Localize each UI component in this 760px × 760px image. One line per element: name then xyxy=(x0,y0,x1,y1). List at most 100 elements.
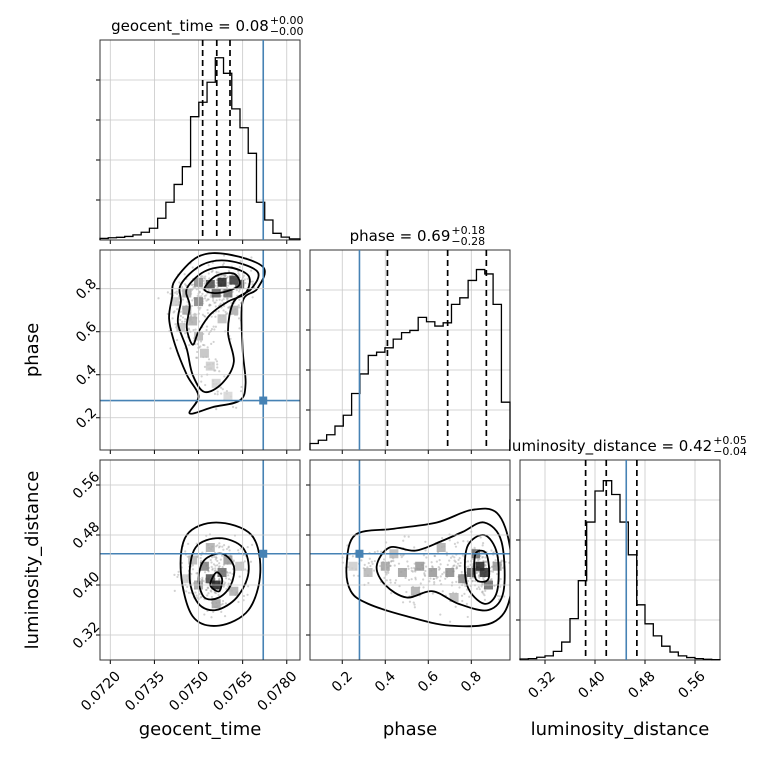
sample-point xyxy=(208,303,211,306)
sample-point xyxy=(217,566,220,569)
sample-point xyxy=(200,294,203,298)
sample-point xyxy=(424,549,427,552)
sample-point xyxy=(214,569,217,572)
sample-point xyxy=(203,344,206,347)
title-luminosity-distance: luminosity_distance = 0.42 +0.05−0.04 xyxy=(508,434,747,458)
sample-point xyxy=(195,313,198,316)
sample-point xyxy=(393,564,396,567)
density-cell xyxy=(410,586,420,596)
sample-point xyxy=(217,271,220,274)
sample-point xyxy=(203,297,207,300)
sample-point xyxy=(183,273,186,276)
sample-point xyxy=(186,585,189,588)
sample-point xyxy=(492,551,495,554)
sample-point xyxy=(215,299,218,302)
sample-point xyxy=(179,314,183,318)
sample-point xyxy=(478,557,481,561)
sample-point xyxy=(238,265,241,269)
sample-point xyxy=(181,298,185,301)
sample-point xyxy=(223,375,226,378)
sample-point xyxy=(490,549,493,552)
sample-point xyxy=(216,559,219,563)
sample-point xyxy=(213,555,216,559)
sample-point xyxy=(405,590,408,594)
sample-point xyxy=(211,269,214,272)
sample-point xyxy=(218,542,221,545)
sample-point xyxy=(187,542,190,545)
sample-point xyxy=(494,559,497,562)
sample-point xyxy=(171,317,174,320)
sample-point xyxy=(460,570,463,574)
sample-point xyxy=(206,586,209,589)
sample-point xyxy=(410,569,413,572)
histogram-step-luminosity-distance xyxy=(519,480,721,661)
sample-point xyxy=(221,274,224,277)
sample-point xyxy=(407,578,411,582)
sample-point xyxy=(169,347,172,350)
sample-point xyxy=(398,585,401,588)
sample-point xyxy=(428,580,431,583)
sample-point xyxy=(210,342,213,345)
sample-point xyxy=(226,571,229,574)
sample-point xyxy=(224,274,227,277)
sample-point xyxy=(366,566,369,569)
sample-point xyxy=(198,308,201,311)
sample-point xyxy=(177,573,180,576)
sample-point xyxy=(238,306,241,309)
sample-point xyxy=(497,598,501,601)
sample-point xyxy=(464,584,467,588)
sample-point xyxy=(477,559,480,562)
sample-point xyxy=(437,565,440,569)
sample-point xyxy=(483,598,487,601)
sample-point xyxy=(422,586,425,589)
sample-point xyxy=(461,554,464,557)
density-cell xyxy=(217,277,227,287)
density-cell xyxy=(182,305,192,315)
sample-point xyxy=(218,565,221,568)
sample-point xyxy=(432,577,435,581)
sample-point xyxy=(419,582,422,585)
sample-point xyxy=(481,590,484,593)
sample-point xyxy=(481,541,485,545)
sample-point xyxy=(212,340,215,344)
sample-point xyxy=(219,302,222,305)
sample-point xyxy=(174,291,177,294)
density-cell xyxy=(176,322,186,332)
contour-line xyxy=(179,521,262,627)
sample-point xyxy=(452,564,455,568)
sample-point xyxy=(227,306,230,309)
sample-point xyxy=(425,565,428,568)
sample-point xyxy=(217,578,221,581)
sample-point xyxy=(363,563,366,566)
sample-point xyxy=(213,591,217,594)
sample-point xyxy=(481,576,485,579)
sample-point xyxy=(201,275,204,278)
sample-point xyxy=(205,299,208,302)
sample-point xyxy=(196,356,199,359)
sample-point xyxy=(503,595,506,598)
y-tick-label: 0.48 xyxy=(70,519,103,552)
sample-point xyxy=(213,569,216,572)
sample-point xyxy=(195,594,198,597)
sample-point xyxy=(229,337,232,341)
sample-point xyxy=(216,366,219,369)
sample-point xyxy=(458,586,461,589)
sample-point xyxy=(250,256,253,259)
sample-point xyxy=(481,544,484,547)
sample-point xyxy=(431,592,434,595)
y-tick-label: 0.2 xyxy=(73,405,100,432)
sample-point xyxy=(225,297,228,300)
sample-point xyxy=(209,589,212,592)
sample-point xyxy=(451,555,454,558)
sample-point xyxy=(235,406,238,409)
panel-content xyxy=(310,460,510,660)
sample-point xyxy=(465,602,468,605)
density-cell xyxy=(348,561,358,571)
sample-point xyxy=(456,541,459,544)
histogram-panel-phase xyxy=(306,249,511,454)
sample-point xyxy=(209,295,212,298)
sample-point xyxy=(187,591,191,594)
sample-point xyxy=(212,299,215,302)
contour-line xyxy=(176,259,260,394)
